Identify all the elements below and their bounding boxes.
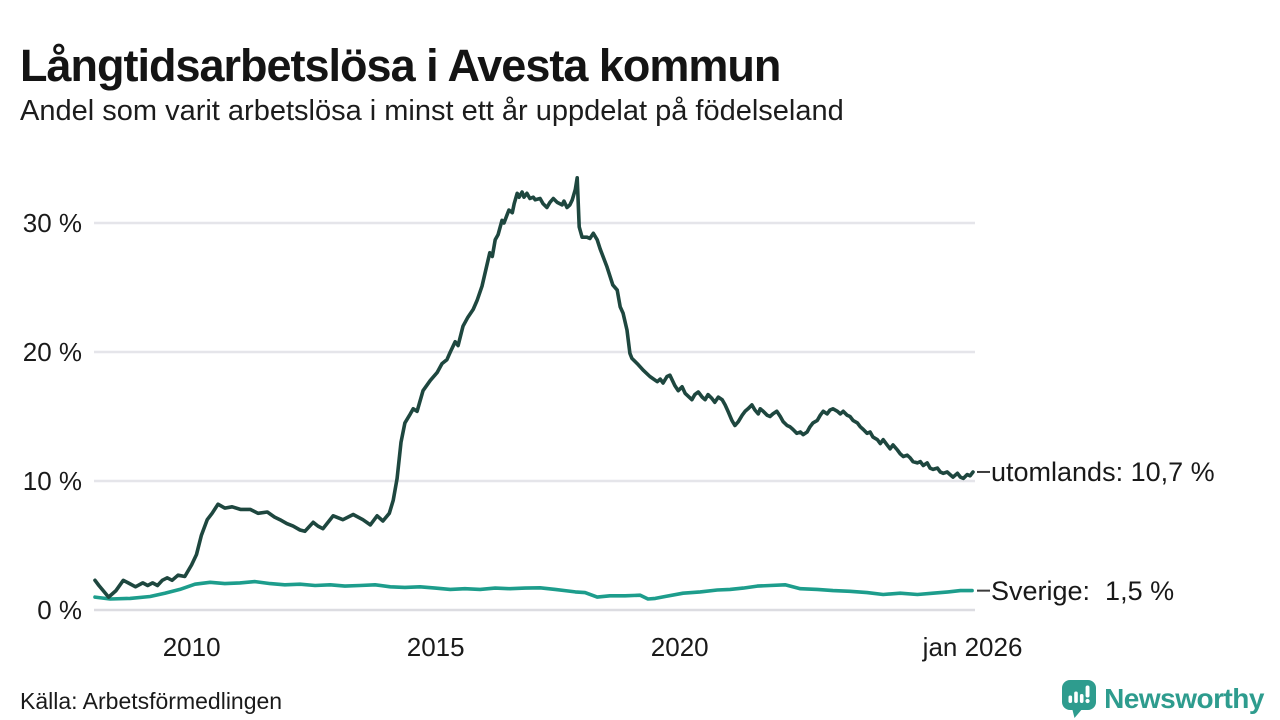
x-axis-label: 2015 [407,632,465,662]
x-axis-label: jan 2026 [922,632,1023,662]
y-axis-label: 30 % [23,208,82,238]
source-note: Källa: Arbetsförmedlingen [20,688,283,714]
y-axis-label: 0 % [37,595,82,625]
series-end-label-sverige: Sverige: 1,5 % [991,575,1175,606]
series-line-sverige [93,579,974,601]
series-line-utomlands [93,176,975,599]
x-axis-label: 2020 [651,632,709,662]
x-axis-label: 2010 [163,632,221,662]
y-axis-label: 20 % [23,337,82,367]
newsworthy-logo-text: Newsworthy [1104,682,1264,714]
y-axis-label: 10 % [23,466,82,496]
newsworthy-logo-icon [1062,680,1097,718]
chart-title: Långtidsarbetslösa i Avesta kommun [20,40,781,92]
newsworthy-logo[interactable]: Newsworthy [1061,679,1264,718]
chart-subtitle: Andel som varit arbetslösa i minst ett å… [20,95,844,127]
series-end-label-utomlands: utomlands: 10,7 % [991,456,1215,487]
